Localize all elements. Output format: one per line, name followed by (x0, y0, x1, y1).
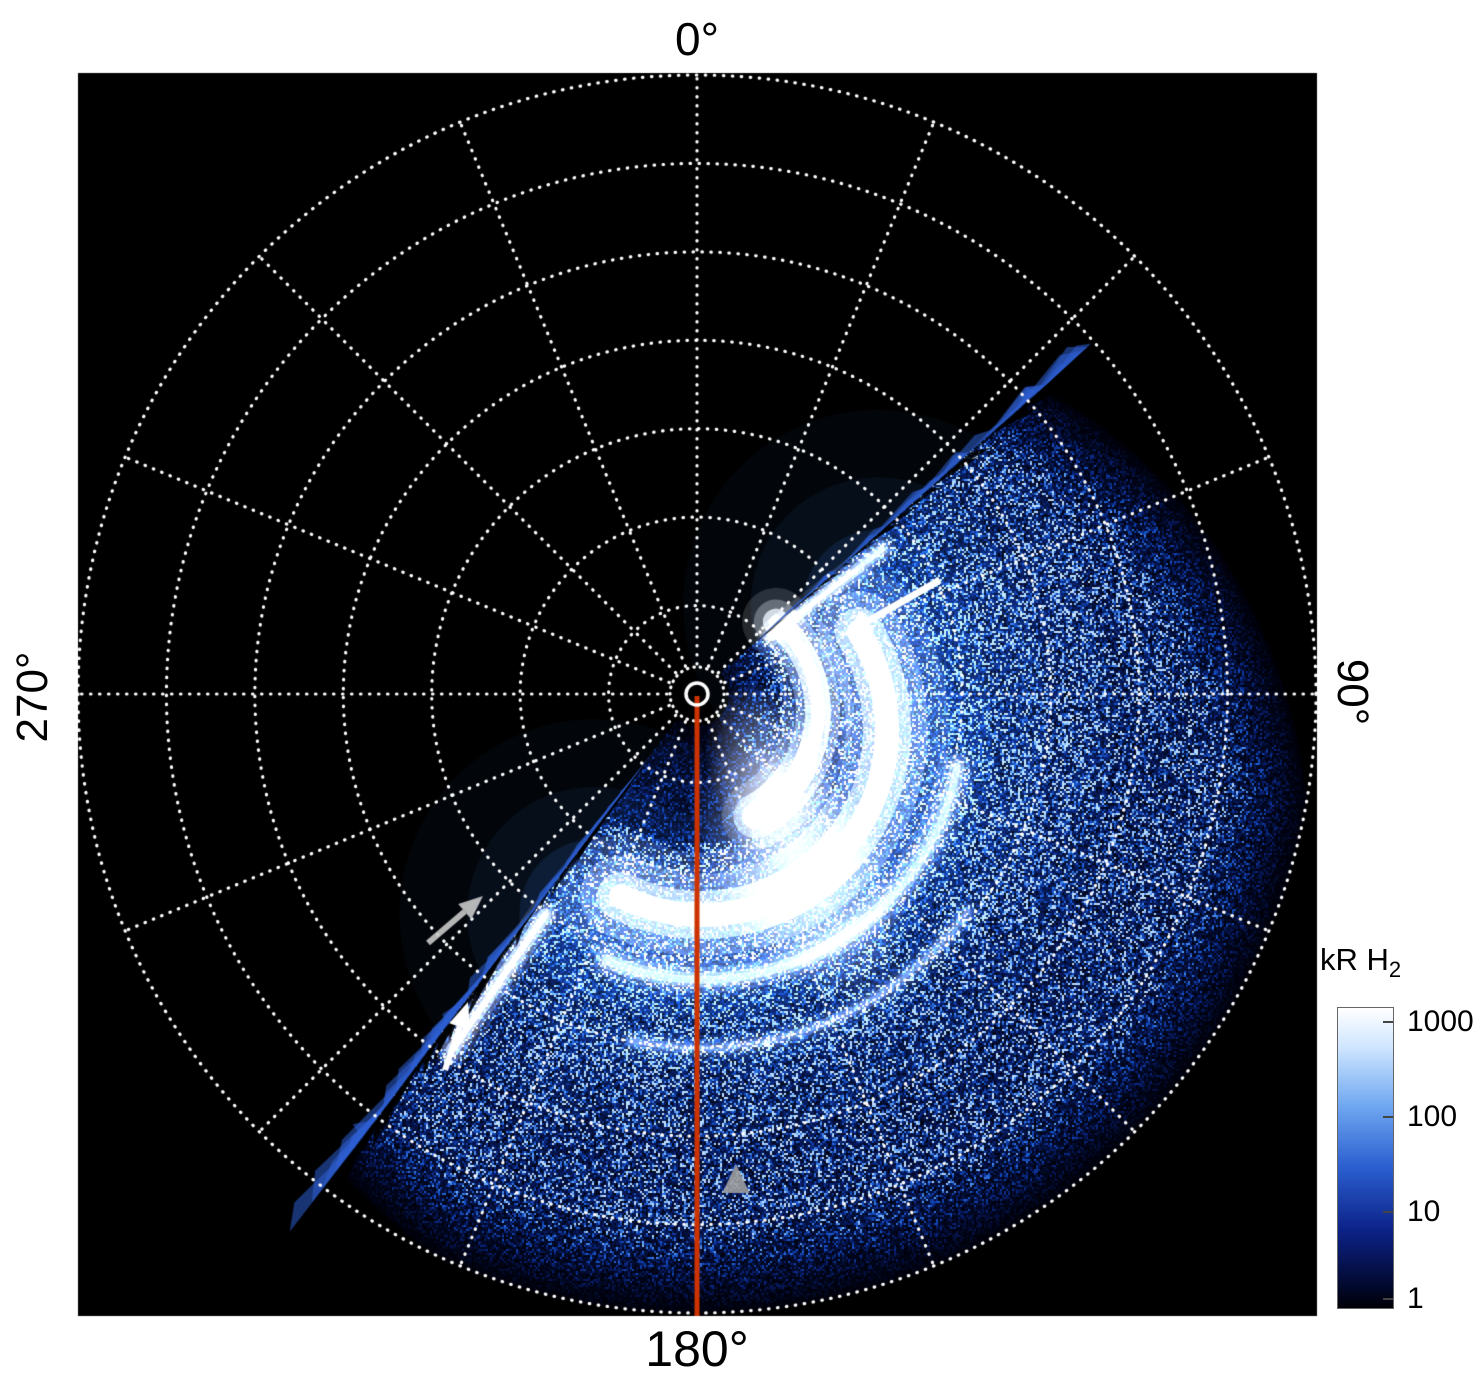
colorbar-title-subscript: 2 (1388, 957, 1402, 983)
colorbar-tick-label: 100 (1407, 1099, 1458, 1133)
colorbar: 1000 100 10 1 (1337, 1005, 1474, 1315)
angle-label-0: 0° (675, 13, 719, 65)
colorbar-tick-mark (1383, 1298, 1393, 1301)
colorbar-tick-mark (1383, 1021, 1393, 1024)
colorbar-tick-mark (1383, 1211, 1393, 1214)
colorbar-tick-label: 1 (1407, 1282, 1424, 1316)
colorbar-gradient (1337, 1007, 1394, 1309)
colorbar-title-text: kR H (1320, 942, 1389, 977)
colorbar-tick-label: 10 (1407, 1195, 1441, 1229)
colorbar-tick-label: 1000 (1407, 1005, 1474, 1039)
colorbar-title: kR H2 (1320, 942, 1401, 983)
angle-label-90: 90° (1328, 658, 1377, 726)
colorbar-tick-mark (1383, 1115, 1393, 1118)
angle-label-180: 180° (645, 1321, 749, 1377)
angle-label-270: 270° (8, 651, 57, 743)
